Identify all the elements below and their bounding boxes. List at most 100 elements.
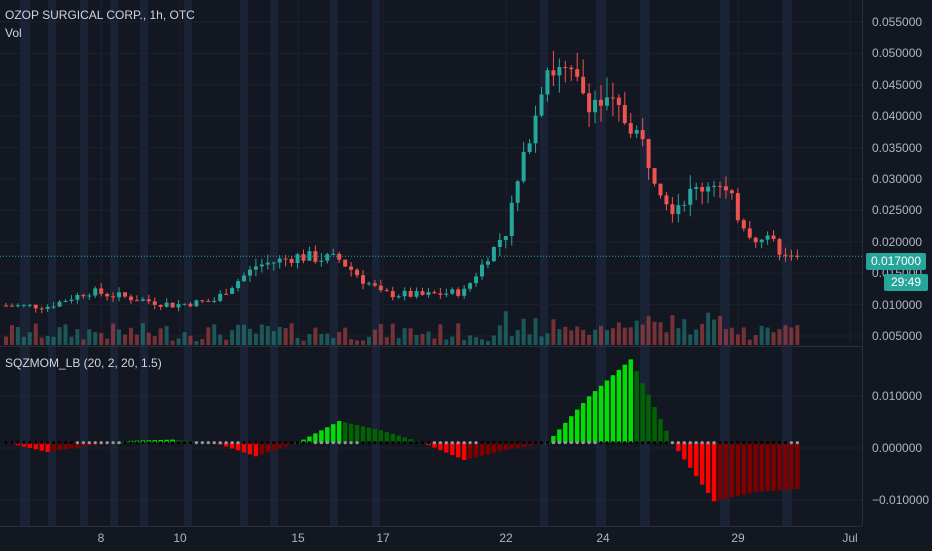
volume-legend[interactable]: Vol	[5, 26, 22, 40]
squeeze-band	[330, 0, 338, 346]
momentum-bar	[265, 442, 270, 453]
momentum-bar	[402, 437, 407, 443]
squeeze-dot	[361, 441, 365, 445]
squeeze-dot	[474, 441, 478, 445]
candle-body	[610, 97, 615, 99]
volume-bar	[188, 335, 193, 345]
candle-body	[622, 105, 627, 124]
candle-body	[81, 295, 86, 297]
squeeze-dot	[789, 441, 794, 445]
squeeze-dot	[301, 441, 306, 445]
momentum-bar	[366, 427, 372, 443]
pane-separator[interactable]	[0, 346, 932, 347]
squeeze-dot	[635, 441, 639, 445]
oscillator-tick-label: 0.000000	[872, 441, 923, 455]
volume-bar	[9, 325, 14, 345]
candle-body	[277, 258, 282, 263]
volume-bar	[521, 318, 526, 345]
squeeze-dot	[593, 441, 597, 445]
squeeze-dot	[159, 441, 163, 445]
candle-body	[515, 181, 520, 203]
squeeze-dot	[480, 441, 484, 445]
volume-bar	[545, 333, 550, 345]
price-tick-label: 0.010000	[872, 297, 923, 312]
candle-body	[265, 262, 270, 265]
momentum-bar	[69, 442, 74, 449]
volume-bar	[242, 324, 246, 345]
candle-body	[545, 70, 550, 95]
momentum-bar	[229, 442, 235, 449]
momentum-bar	[503, 442, 508, 451]
momentum-bar	[337, 421, 342, 443]
squeeze-dot	[617, 441, 621, 445]
squeeze-dot	[724, 441, 728, 445]
candle-body	[283, 258, 288, 260]
squeeze-dot	[34, 441, 38, 445]
candle-body	[134, 300, 139, 302]
momentum-bar	[27, 442, 32, 448]
candle-body	[384, 290, 389, 292]
price-chart-pane[interactable]	[0, 0, 862, 346]
squeeze-dot	[278, 441, 282, 445]
squeeze-dot	[367, 441, 371, 445]
momentum-bar	[509, 442, 514, 450]
volume-bar	[200, 339, 205, 345]
squeeze-dot	[385, 441, 389, 445]
squeeze-band	[372, 0, 380, 346]
candle-body	[539, 94, 544, 116]
momentum-bar	[646, 395, 651, 443]
oscillator-tick-label: 0.010000	[872, 389, 923, 403]
squeeze-dot	[260, 441, 264, 445]
time-scale[interactable]: 8 10 15 17 22 24 29 Jul	[0, 526, 862, 551]
squeeze-dot	[10, 441, 14, 445]
candle-body	[51, 306, 56, 308]
volume-bar	[343, 327, 348, 345]
squeeze-dot	[153, 441, 157, 445]
squeeze-momentum-chart[interactable]	[0, 347, 862, 526]
price-chart[interactable]	[0, 0, 862, 346]
candle-body	[355, 269, 360, 276]
momentum-bar	[378, 430, 384, 443]
volume-bar	[63, 324, 68, 345]
price-tick-label: 0.005000	[872, 329, 923, 343]
volume-bar	[105, 338, 110, 345]
momentum-bar	[331, 424, 336, 443]
candle-body	[444, 293, 449, 295]
squeeze-dot	[111, 441, 115, 445]
squeeze-dot	[629, 441, 633, 445]
volume-bar	[75, 329, 80, 345]
momentum-bar	[438, 442, 443, 451]
volume-bar	[593, 329, 598, 345]
momentum-bar	[676, 442, 681, 452]
volume-bar	[236, 324, 241, 345]
volume-bar	[21, 336, 26, 345]
candle-body	[87, 295, 92, 297]
candle-body	[426, 292, 431, 295]
volume-bar	[378, 323, 383, 345]
oscillator-pane[interactable]	[0, 347, 862, 526]
candle-body	[593, 99, 598, 113]
squeeze-dot	[748, 441, 752, 445]
volume-bar	[337, 331, 342, 345]
squeeze-dot	[712, 441, 716, 445]
volume-bar	[765, 327, 770, 345]
volume-bar	[718, 315, 722, 345]
squeeze-dot	[783, 441, 788, 445]
indicator-legend[interactable]: SQZMOM_LB (20, 2, 20, 1.5)	[5, 356, 162, 370]
squeeze-band	[184, 0, 192, 346]
squeeze-dot	[313, 441, 317, 445]
squeeze-dot	[349, 441, 353, 445]
volume-bar	[307, 333, 312, 345]
squeeze-dot	[325, 441, 329, 445]
squeeze-band	[20, 347, 30, 526]
squeeze-dot	[69, 441, 74, 445]
candle-body	[402, 290, 407, 297]
squeeze-band	[48, 347, 56, 526]
candle-body	[777, 239, 782, 255]
candle-body	[753, 237, 758, 243]
squeeze-dot	[706, 441, 710, 445]
volume-bar	[777, 329, 782, 345]
squeeze-dot	[771, 441, 776, 445]
symbol-legend[interactable]: OZOP SURGICAL CORP., 1h, OTC	[5, 8, 195, 22]
volume-bar	[247, 328, 252, 345]
